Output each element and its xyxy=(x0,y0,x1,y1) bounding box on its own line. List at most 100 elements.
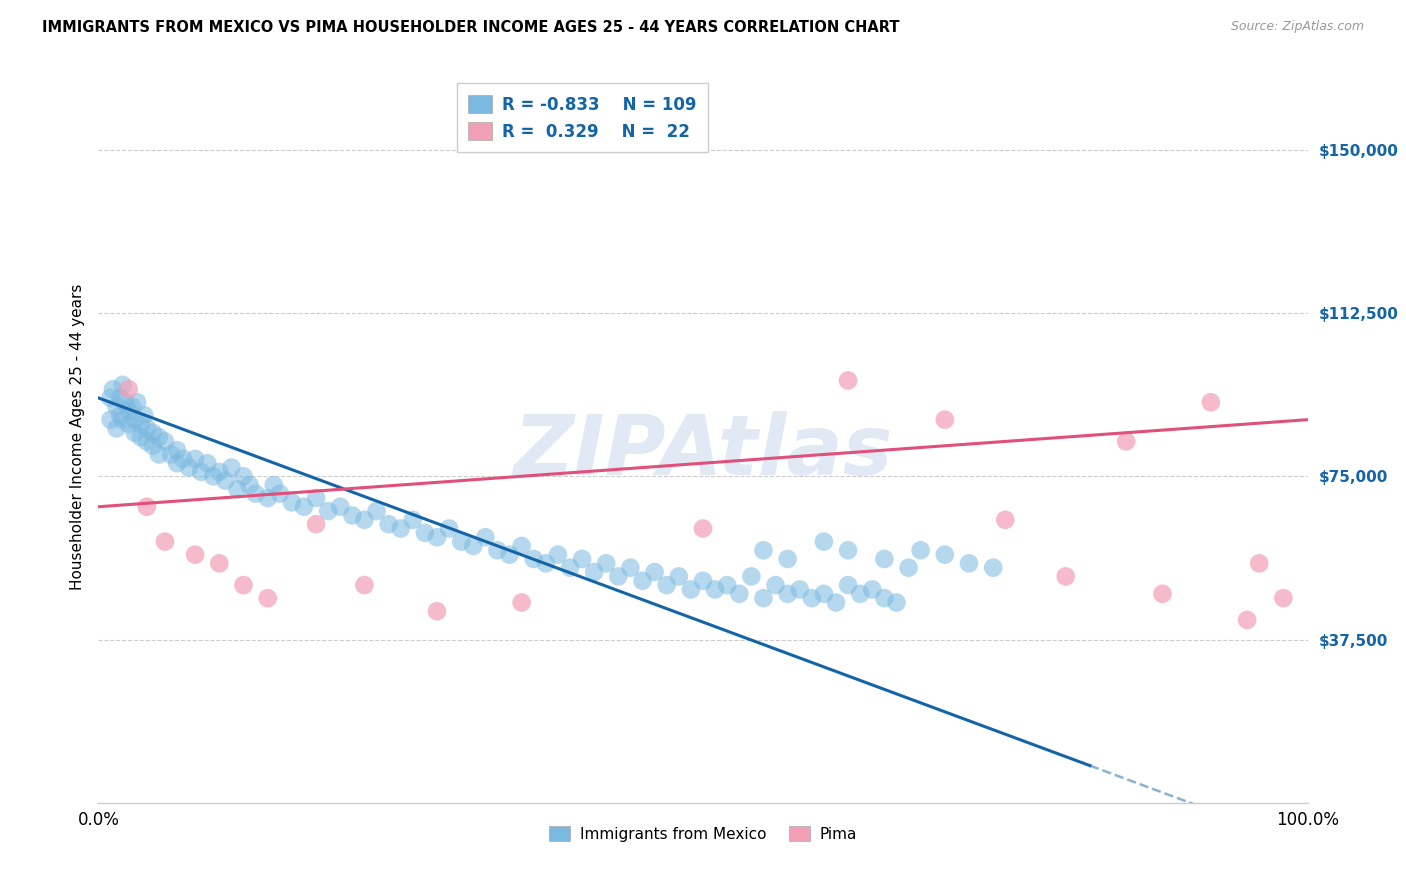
Point xyxy=(305,517,328,532)
Point xyxy=(1054,569,1077,583)
Point xyxy=(129,417,152,431)
Point xyxy=(837,578,859,592)
Point xyxy=(655,578,678,592)
Y-axis label: Householder Income Ages 25 - 44 years: Householder Income Ages 25 - 44 years xyxy=(69,284,84,591)
Point xyxy=(692,521,714,535)
Point xyxy=(450,534,472,549)
Point xyxy=(121,400,143,414)
Point xyxy=(124,412,146,426)
Point xyxy=(825,595,848,609)
Point xyxy=(510,539,533,553)
Point xyxy=(426,604,449,618)
Point xyxy=(437,521,460,535)
Point xyxy=(232,578,254,592)
Point xyxy=(148,448,170,462)
Legend: Immigrants from Mexico, Pima: Immigrants from Mexico, Pima xyxy=(543,820,863,847)
Point xyxy=(172,451,194,466)
Point xyxy=(789,582,811,597)
Point xyxy=(184,548,207,562)
Point xyxy=(523,552,546,566)
Point xyxy=(994,513,1017,527)
Point xyxy=(134,409,156,423)
Point xyxy=(873,591,896,606)
Point xyxy=(607,569,630,583)
Point xyxy=(263,478,285,492)
Point xyxy=(619,560,641,574)
Point xyxy=(221,460,243,475)
Point xyxy=(1236,613,1258,627)
Point xyxy=(105,400,128,414)
Point xyxy=(148,430,170,444)
Point xyxy=(1199,395,1222,409)
Point xyxy=(463,539,485,553)
Point xyxy=(631,574,654,588)
Point xyxy=(118,404,141,418)
Point xyxy=(232,469,254,483)
Point xyxy=(195,456,218,470)
Point xyxy=(934,412,956,426)
Point xyxy=(179,460,201,475)
Point xyxy=(389,521,412,535)
Point xyxy=(776,552,799,566)
Point xyxy=(269,486,291,500)
Point xyxy=(108,409,131,423)
Point xyxy=(256,591,278,606)
Point xyxy=(402,513,425,527)
Point xyxy=(1272,591,1295,606)
Point xyxy=(716,578,738,592)
Point xyxy=(245,486,267,500)
Point xyxy=(166,443,188,458)
Point xyxy=(813,587,835,601)
Point xyxy=(153,534,176,549)
Point xyxy=(142,439,165,453)
Point xyxy=(595,557,617,571)
Point xyxy=(377,517,399,532)
Point xyxy=(226,483,249,497)
Point xyxy=(644,565,666,579)
Point xyxy=(679,582,702,597)
Point xyxy=(1115,434,1137,449)
Point xyxy=(114,395,136,409)
Point xyxy=(166,456,188,470)
Point xyxy=(426,530,449,544)
Point xyxy=(118,417,141,431)
Point xyxy=(208,557,231,571)
Text: ZIPAtlas: ZIPAtlas xyxy=(513,411,893,492)
Point xyxy=(498,548,520,562)
Point xyxy=(135,434,157,449)
Point xyxy=(837,543,859,558)
Point xyxy=(129,430,152,444)
Point xyxy=(740,569,762,583)
Point xyxy=(474,530,496,544)
Point xyxy=(100,391,122,405)
Point xyxy=(127,395,149,409)
Point xyxy=(897,560,920,574)
Point xyxy=(142,425,165,440)
Point xyxy=(486,543,509,558)
Point xyxy=(957,557,980,571)
Point xyxy=(366,504,388,518)
Point xyxy=(668,569,690,583)
Point xyxy=(124,425,146,440)
Point xyxy=(776,587,799,601)
Point xyxy=(111,377,134,392)
Point xyxy=(765,578,787,592)
Point xyxy=(1249,557,1271,571)
Point xyxy=(728,587,751,601)
Point xyxy=(342,508,364,523)
Text: Source: ZipAtlas.com: Source: ZipAtlas.com xyxy=(1230,20,1364,33)
Point xyxy=(190,465,212,479)
Point xyxy=(135,421,157,435)
Point xyxy=(111,412,134,426)
Point xyxy=(329,500,352,514)
Point xyxy=(692,574,714,588)
Point xyxy=(208,465,231,479)
Point xyxy=(849,587,872,601)
Point xyxy=(752,591,775,606)
Point xyxy=(547,548,569,562)
Point xyxy=(910,543,932,558)
Point xyxy=(571,552,593,566)
Point xyxy=(813,534,835,549)
Point xyxy=(256,491,278,505)
Point xyxy=(184,451,207,466)
